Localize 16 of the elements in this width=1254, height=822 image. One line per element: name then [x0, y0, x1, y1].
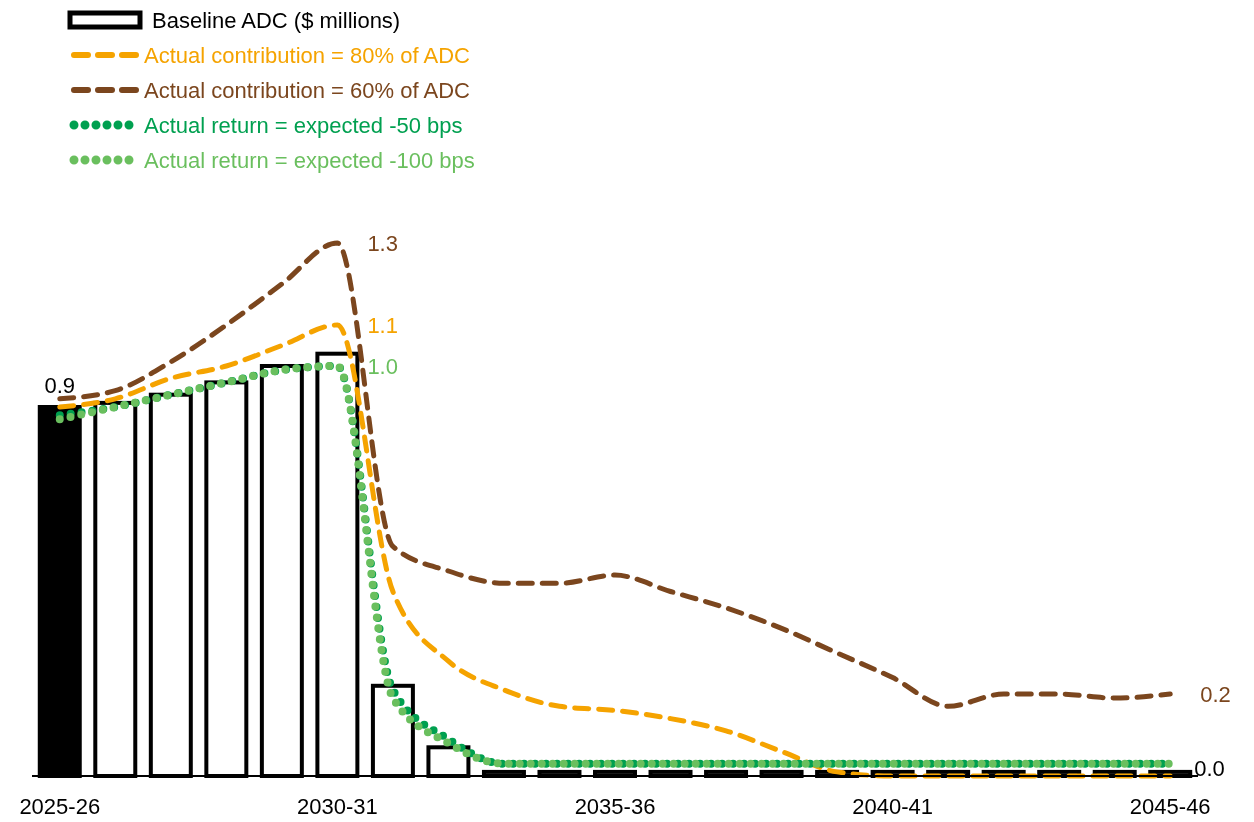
data-label: 1.3 — [367, 231, 398, 256]
data-label: 1.0 — [367, 354, 398, 379]
x-tick-label: 2040-41 — [852, 794, 933, 819]
data-label: 0.9 — [44, 373, 76, 398]
legend-label: Actual contribution = 60% of ADC — [144, 78, 471, 103]
data-label: 0.0 — [1194, 755, 1225, 781]
data-label: 0.2 — [1200, 682, 1231, 707]
legend-label: Actual return = expected -100 bps — [144, 148, 475, 173]
legend-label: Actual contribution = 80% of ADC — [144, 43, 471, 68]
legend-label: Baseline ADC ($ millions) — [152, 8, 401, 33]
x-tick-label: 2025-26 — [19, 794, 101, 819]
data-label: 1.1 — [367, 313, 398, 338]
x-tick-label: 2030-31 — [297, 794, 378, 819]
x-tick-label: 2045-46 — [1129, 794, 1211, 819]
x-tick-label: 2035-36 — [574, 794, 656, 819]
legend-label: Actual return = expected -50 bps — [144, 113, 463, 138]
